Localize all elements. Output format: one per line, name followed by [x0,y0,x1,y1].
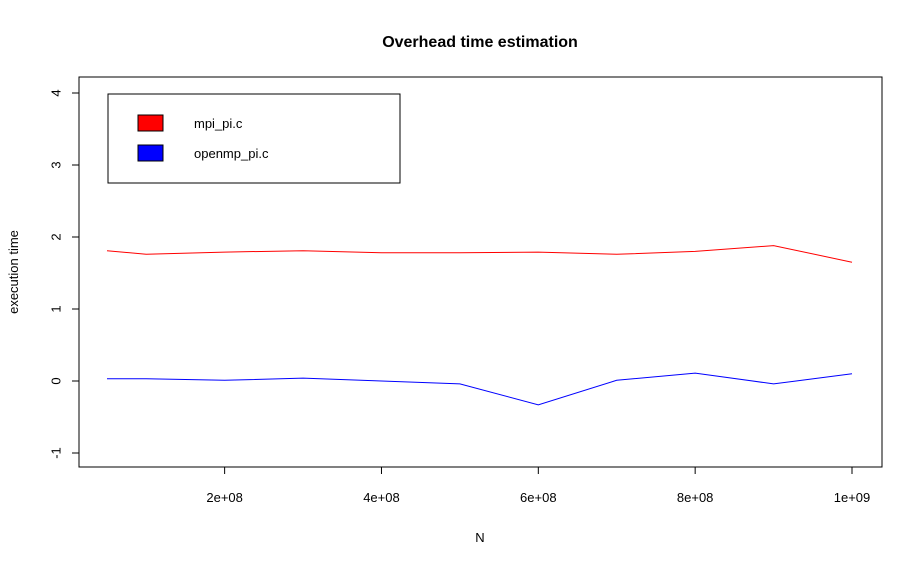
legend-swatch [137,114,164,132]
legend-label: mpi_pi.c [194,116,243,131]
x-tick-label: 1e+09 [834,490,871,505]
x-tick-label: 6e+08 [520,490,557,505]
x-tick-label: 2e+08 [206,490,243,505]
y-axis: -1 0 1 2 3 4 [49,89,80,459]
y-axis-title: execution time [6,230,21,314]
x-axis: 2e+08 4e+08 6e+08 8e+08 1e+09 [206,466,871,505]
series-line-mpi [106,245,853,263]
series-layer [106,245,853,406]
legend: mpi_pi.c openmp_pi.c [107,93,401,184]
plot-frame [78,76,883,468]
x-tick-label: 8e+08 [677,490,714,505]
y-tick-label: -1 [49,447,64,459]
series-line-openmp [107,372,853,406]
legend-swatch [137,144,164,162]
y-tick-label: 0 [49,377,64,384]
x-tick-label: 4e+08 [363,490,400,505]
y-tick-label: 4 [49,89,64,96]
chart-title: Overhead time estimation [382,34,578,51]
y-tick-label: 3 [49,161,64,168]
x-axis-title: N [475,530,484,545]
legend-label: openmp_pi.c [194,146,269,161]
y-tick-label: 2 [49,233,64,240]
legend-box [107,93,401,184]
y-tick-label: 1 [49,305,64,312]
